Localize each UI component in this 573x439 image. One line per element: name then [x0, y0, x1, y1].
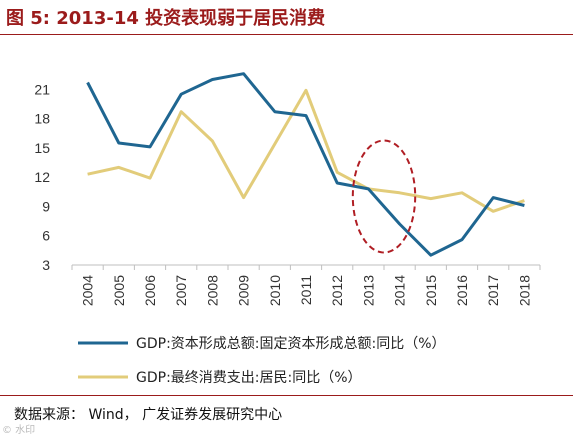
x-tick-label: 2004	[80, 275, 96, 306]
highlight-ellipse	[351, 139, 417, 254]
x-tick-label: 2007	[173, 275, 189, 306]
x-tick-label: 2010	[267, 275, 283, 306]
x-tick-label: 2014	[392, 275, 408, 306]
x-tick-label: 2017	[485, 275, 501, 306]
watermark: © 水印	[2, 425, 36, 436]
x-tick-label: 2013	[360, 275, 376, 306]
series-investment-line	[86, 72, 525, 257]
source-divider	[0, 395, 573, 396]
y-tick-label: 18	[34, 111, 50, 127]
x-tick-label: 2011	[298, 275, 314, 305]
x-tick-label: 2005	[111, 275, 127, 306]
chart-annotation	[351, 139, 417, 254]
x-tick-label: 2006	[142, 275, 158, 306]
source-note: 数据来源： Wind， 广发证券发展研究中心	[14, 407, 283, 423]
y-tick-label: 15	[34, 140, 50, 156]
y-tick-label: 9	[42, 198, 50, 214]
chart-legend: GDP:资本形成总额:固定资本形成总额:同比（%） GDP:最终消费支出:居民:同…	[78, 336, 446, 386]
x-tick-label: 2015	[423, 275, 439, 306]
line-chart: 3 6 9 12 15 18 21 2004 2005 2006 2007 2008 2009 2010 2…	[34, 72, 541, 386]
chart-ticks: 3 6 9 12 15 18 21 2004 2005 2006 2007 2008 2009 2010 2…	[34, 81, 532, 306]
chart-axes	[71, 264, 541, 270]
y-tick-label: 3	[42, 257, 50, 273]
x-tick-label: 2008	[204, 275, 220, 306]
chart-lines	[86, 72, 525, 257]
x-tick-label: 2009	[236, 275, 252, 306]
y-tick-label: 21	[34, 81, 50, 97]
y-tick-label: 12	[34, 169, 50, 185]
y-tick-label: 6	[42, 228, 50, 244]
x-tick-label: 2016	[454, 275, 470, 306]
title-divider	[0, 34, 573, 35]
legend-label-consumption: GDP:最终消费支出:居民:同比（%）	[136, 370, 362, 386]
x-tick-label: 2018	[516, 275, 532, 306]
series-consumption-line	[87, 88, 525, 213]
legend-label-investment: GDP:资本形成总额:固定资本形成总额:同比（%）	[136, 336, 446, 352]
x-tick-label: 2012	[329, 275, 345, 306]
figure-title: 图 5: 2013-14 投资表现弱于居民消费	[6, 8, 326, 29]
